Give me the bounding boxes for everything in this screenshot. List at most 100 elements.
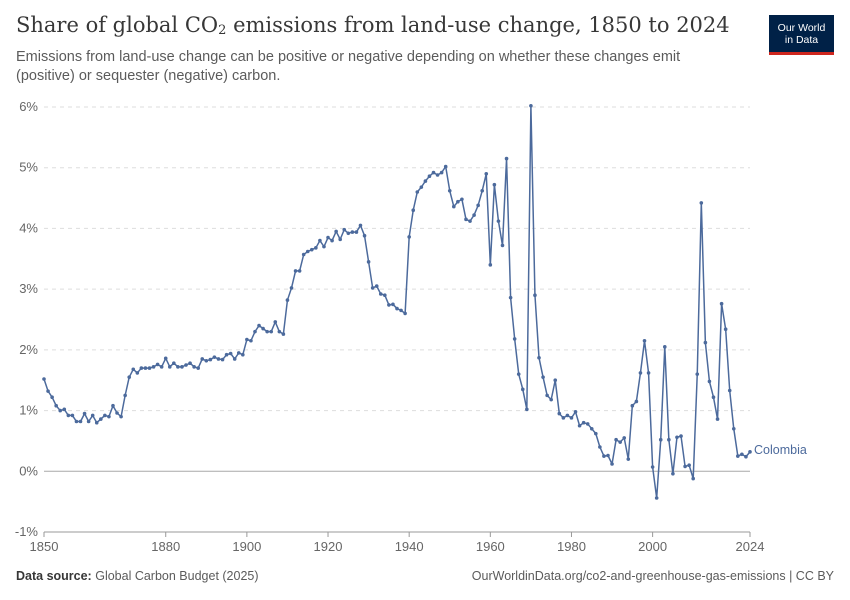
data-point[interactable]: [646, 371, 651, 375]
data-point[interactable]: [695, 372, 700, 376]
data-point[interactable]: [269, 329, 274, 334]
data-point[interactable]: [456, 199, 460, 204]
data-point[interactable]: [228, 351, 233, 356]
data-point[interactable]: [602, 454, 606, 458]
data-point[interactable]: [293, 269, 298, 273]
data-point[interactable]: [549, 397, 553, 402]
data-point[interactable]: [387, 303, 391, 307]
data-point[interactable]: [261, 326, 265, 331]
data-point[interactable]: [606, 453, 610, 458]
data-point[interactable]: [366, 260, 371, 264]
data-point[interactable]: [70, 413, 75, 418]
data-point[interactable]: [703, 340, 708, 345]
data-point[interactable]: [654, 496, 659, 500]
data-point[interactable]: [719, 301, 724, 306]
data-point[interactable]: [350, 230, 355, 234]
data-point[interactable]: [253, 329, 257, 334]
data-point[interactable]: [216, 357, 221, 361]
data-point[interactable]: [42, 377, 46, 381]
data-point[interactable]: [289, 286, 294, 290]
data-point[interactable]: [200, 357, 205, 361]
data-point[interactable]: [594, 431, 598, 436]
data-point[interactable]: [212, 355, 217, 359]
data-point[interactable]: [740, 452, 744, 457]
data-point[interactable]: [188, 361, 192, 366]
data-point[interactable]: [679, 434, 683, 438]
data-point[interactable]: [419, 185, 424, 189]
data-point[interactable]: [504, 156, 509, 161]
source-url-link[interactable]: OurWorldinData.org/co2-and-greenhouse-ga…: [471, 569, 834, 583]
data-point[interactable]: [277, 329, 282, 334]
data-point[interactable]: [151, 365, 156, 369]
data-point[interactable]: [427, 174, 432, 179]
data-point[interactable]: [508, 295, 513, 300]
data-point[interactable]: [354, 230, 359, 234]
data-point[interactable]: [309, 247, 314, 252]
data-point[interactable]: [598, 445, 602, 449]
data-point[interactable]: [500, 243, 505, 248]
data-point[interactable]: [338, 237, 342, 242]
data-point[interactable]: [232, 357, 237, 361]
data-point[interactable]: [484, 171, 489, 176]
data-point[interactable]: [281, 332, 286, 336]
data-point[interactable]: [533, 293, 537, 298]
data-point[interactable]: [107, 414, 111, 419]
data-point[interactable]: [224, 352, 229, 357]
data-point[interactable]: [614, 437, 618, 442]
data-point[interactable]: [553, 378, 558, 383]
data-point[interactable]: [561, 416, 566, 420]
data-point[interactable]: [565, 413, 570, 418]
data-point[interactable]: [330, 238, 334, 243]
data-point[interactable]: [172, 361, 176, 366]
data-point[interactable]: [245, 337, 249, 342]
data-point[interactable]: [736, 454, 740, 458]
data-point[interactable]: [78, 419, 83, 424]
data-point[interactable]: [512, 337, 517, 341]
data-point[interactable]: [86, 419, 91, 424]
owid-logo[interactable]: Our World in Data: [769, 15, 834, 55]
data-point[interactable]: [50, 395, 54, 400]
data-point[interactable]: [638, 371, 643, 375]
data-point[interactable]: [443, 164, 448, 169]
data-point[interactable]: [727, 388, 732, 393]
data-point[interactable]: [525, 407, 529, 412]
data-point[interactable]: [683, 464, 687, 469]
data-point[interactable]: [423, 179, 428, 183]
data-point[interactable]: [662, 345, 667, 349]
data-point[interactable]: [541, 375, 545, 379]
data-point[interactable]: [488, 263, 493, 267]
data-point[interactable]: [468, 219, 472, 223]
data-point[interactable]: [257, 323, 261, 328]
data-point[interactable]: [403, 311, 407, 316]
data-point[interactable]: [147, 366, 152, 370]
data-point[interactable]: [370, 286, 375, 290]
data-point[interactable]: [180, 365, 184, 369]
data-point[interactable]: [529, 103, 533, 108]
data-point[interactable]: [58, 408, 63, 413]
data-point[interactable]: [699, 201, 704, 205]
data-point[interactable]: [155, 362, 160, 367]
data-point[interactable]: [707, 379, 712, 384]
data-point[interactable]: [204, 358, 209, 363]
data-point[interactable]: [395, 306, 399, 311]
data-point[interactable]: [62, 407, 67, 412]
data-point[interactable]: [378, 292, 383, 296]
data-point[interactable]: [236, 351, 241, 355]
data-point[interactable]: [123, 393, 127, 398]
data-point[interactable]: [480, 188, 485, 193]
data-point[interactable]: [119, 414, 123, 419]
data-point[interactable]: [464, 217, 468, 222]
data-point[interactable]: [585, 422, 590, 426]
data-point[interactable]: [208, 357, 213, 362]
data-point[interactable]: [520, 387, 525, 392]
data-point[interactable]: [545, 393, 549, 398]
data-point[interactable]: [557, 411, 562, 416]
data-point[interactable]: [66, 413, 71, 418]
data-point[interactable]: [516, 372, 521, 376]
data-point[interactable]: [74, 419, 79, 424]
data-point[interactable]: [415, 190, 420, 194]
data-point[interactable]: [496, 219, 501, 223]
data-point[interactable]: [675, 435, 679, 440]
data-point[interactable]: [99, 417, 103, 421]
data-point[interactable]: [452, 204, 456, 209]
